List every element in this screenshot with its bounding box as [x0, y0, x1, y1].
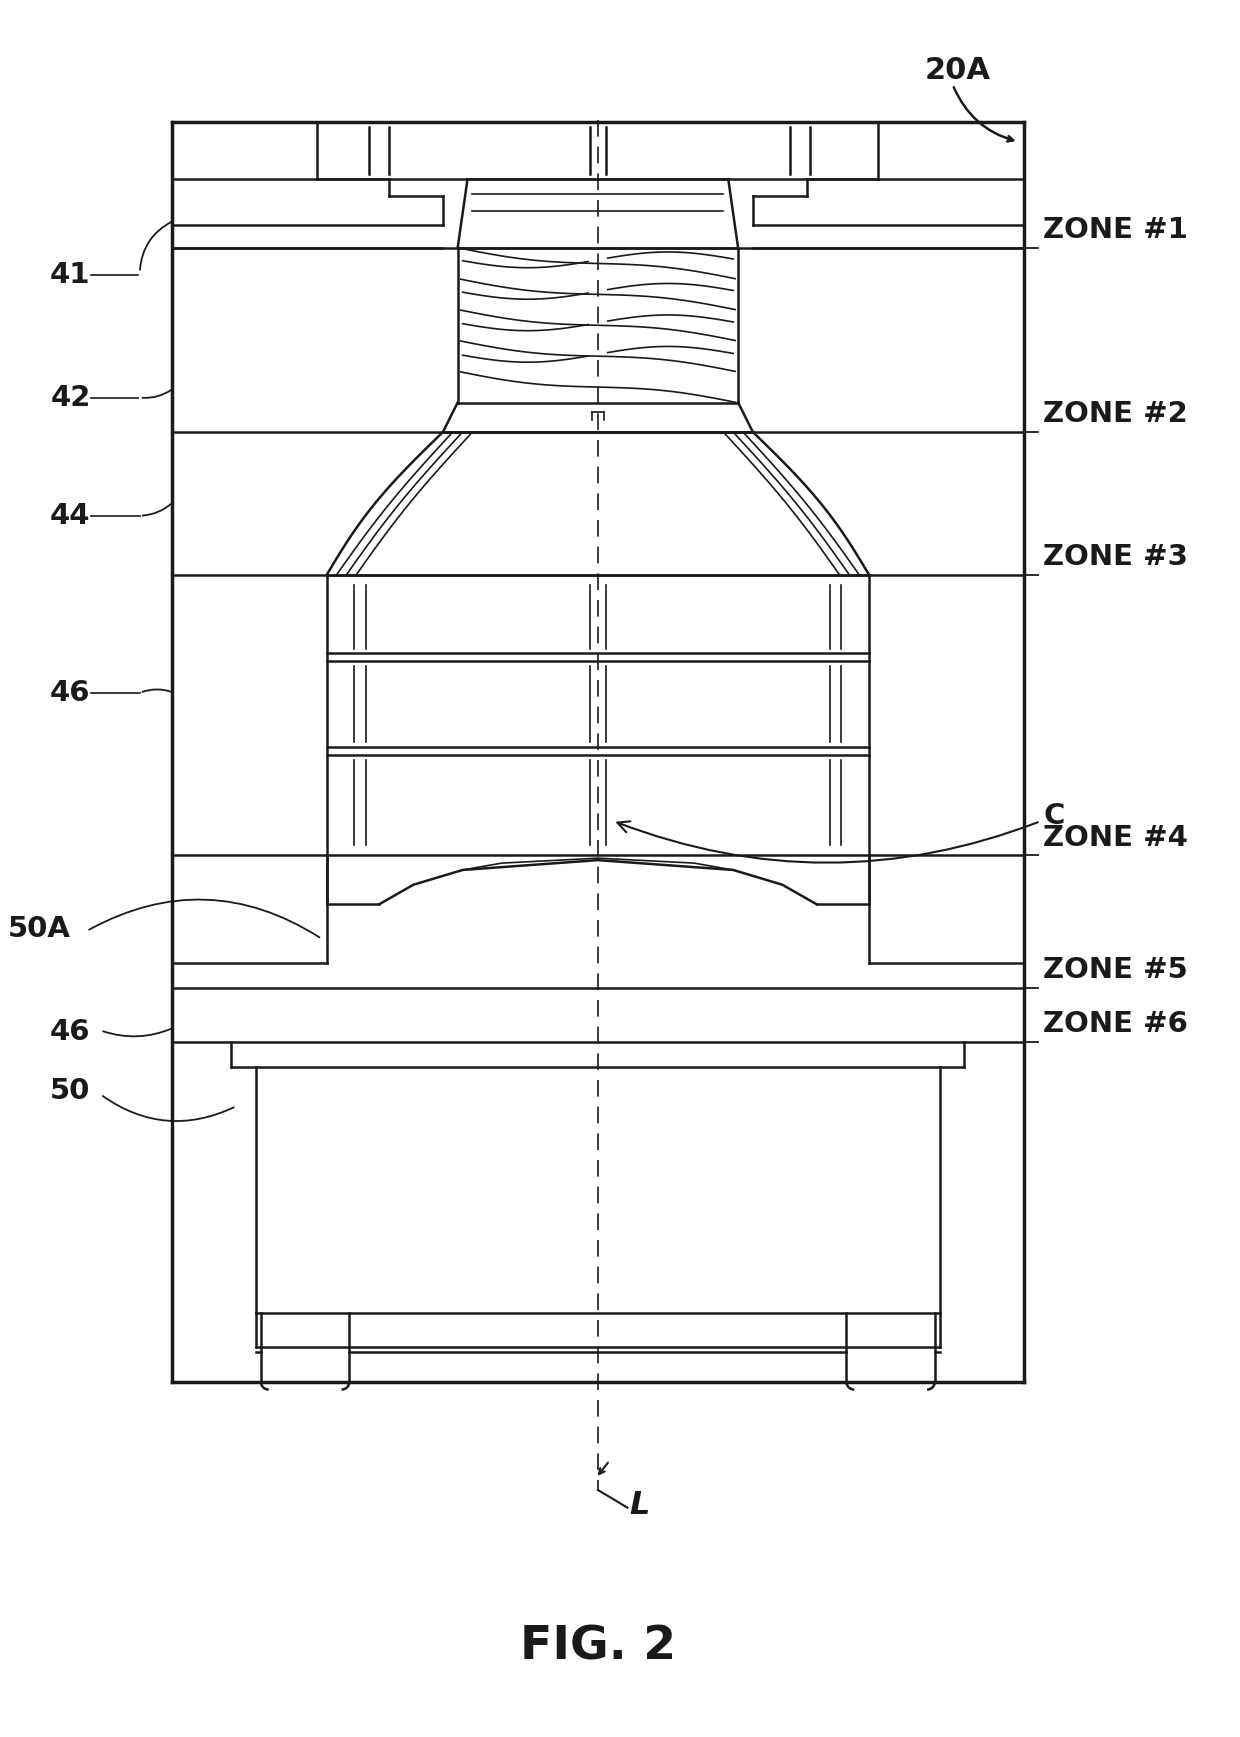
Text: C: C	[618, 802, 1065, 863]
Text: ZONE #5: ZONE #5	[1043, 957, 1188, 985]
Text: L: L	[630, 1490, 650, 1522]
Text: 20A: 20A	[925, 56, 991, 85]
Text: 41: 41	[50, 261, 91, 288]
Text: ZONE #3: ZONE #3	[1043, 544, 1188, 571]
Text: 42: 42	[50, 384, 91, 412]
Text: 46: 46	[50, 1018, 91, 1046]
Text: ZONE #2: ZONE #2	[1043, 400, 1188, 429]
Text: ZONE #4: ZONE #4	[1043, 823, 1188, 851]
Text: ZONE #1: ZONE #1	[1043, 217, 1188, 245]
Text: 44: 44	[50, 502, 91, 530]
Text: ZONE #6: ZONE #6	[1043, 1011, 1188, 1039]
Text: 46: 46	[50, 679, 91, 707]
Text: 50A: 50A	[7, 915, 71, 943]
Text: FIG. 2: FIG. 2	[520, 1624, 676, 1669]
Text: 50: 50	[50, 1077, 91, 1105]
